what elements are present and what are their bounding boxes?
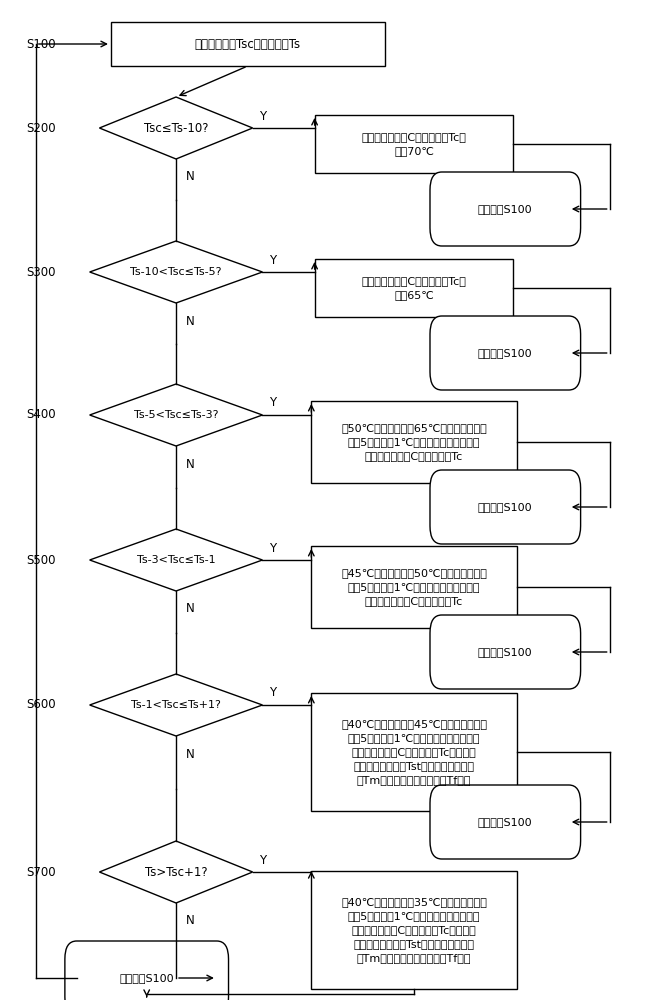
Text: S400: S400 — [26, 408, 55, 422]
Polygon shape — [90, 241, 262, 303]
Text: Ts-5<Tsc≤Ts-3?: Ts-5<Tsc≤Ts-3? — [134, 410, 218, 420]
Polygon shape — [100, 841, 253, 903]
Text: Y: Y — [259, 109, 266, 122]
Polygon shape — [90, 674, 262, 736]
Text: Y: Y — [259, 854, 266, 866]
FancyBboxPatch shape — [65, 941, 229, 1000]
Text: S100: S100 — [26, 37, 55, 50]
FancyBboxPatch shape — [315, 259, 514, 317]
FancyBboxPatch shape — [430, 316, 580, 390]
Text: Y: Y — [269, 253, 276, 266]
Text: 以50℃为基础值，以65℃为升温上限，按
照每5分钟提高1℃的升温速度，逐步调高
三通恒温阀出口C的控制温度Tc: 以50℃为基础值，以65℃为升温上限，按 照每5分钟提高1℃的升温速度，逐步调高… — [341, 423, 487, 461]
FancyBboxPatch shape — [430, 785, 580, 859]
Text: Ts-10<Tsc≤Ts-5?: Ts-10<Tsc≤Ts-5? — [130, 267, 222, 277]
Text: N: N — [186, 747, 194, 760]
Text: 三通恒温阀出口C的控制温度Tc调
整为65℃: 三通恒温阀出口C的控制温度Tc调 整为65℃ — [362, 276, 466, 300]
Text: 返回步骤S100: 返回步骤S100 — [478, 817, 533, 827]
Text: N: N — [186, 170, 194, 184]
FancyBboxPatch shape — [430, 615, 580, 689]
Text: 以40℃为基础值，以45℃为升温上限，按
照每5分钟提高1℃的升温速度，逐步调高
三通恒温阀出口C的控制温度Tc；同步调
整压缩机停机温度Tst，使中温容积器水: 以40℃为基础值，以45℃为升温上限，按 照每5分钟提高1℃的升温速度，逐步调高… — [341, 719, 487, 785]
Text: N: N — [186, 315, 194, 328]
Text: 以40℃为基础值，以35℃为控温下限，按
照每5分钟降低1℃的降温速度，逐步调低
三通恒温阀出口C的控制温度Tc；同步调
整压缩机停机温度Tst，使中温容积器水: 以40℃为基础值，以35℃为控温下限，按 照每5分钟降低1℃的降温速度，逐步调低… — [341, 897, 487, 963]
Text: Ts>Tsc+1?: Ts>Tsc+1? — [145, 865, 207, 879]
Polygon shape — [90, 384, 262, 446]
Text: S200: S200 — [26, 121, 55, 134]
Text: 返回步骤S100: 返回步骤S100 — [119, 973, 174, 983]
Text: 返回步骤S100: 返回步骤S100 — [478, 647, 533, 657]
Text: Y: Y — [269, 542, 276, 554]
Text: N: N — [186, 458, 194, 471]
Text: 三通恒温阀出口C的控制温度Tc调
整为70℃: 三通恒温阀出口C的控制温度Tc调 整为70℃ — [362, 132, 466, 156]
Text: 以45℃为基础值，以50℃为升温上限，按
照每5分钟提高1℃的升温速度，逐步调高
三通恒温阀出口C的控制温度Tc: 以45℃为基础值，以50℃为升温上限，按 照每5分钟提高1℃的升温速度，逐步调高… — [341, 568, 487, 606]
Text: Ts-1<Tsc≤Ts+1?: Ts-1<Tsc≤Ts+1? — [131, 700, 221, 710]
Text: N: N — [186, 602, 194, 615]
Text: Ts-3<Tsc≤Ts-1: Ts-3<Tsc≤Ts-1 — [137, 555, 215, 565]
Text: 返回步骤S100: 返回步骤S100 — [478, 204, 533, 214]
Text: S600: S600 — [26, 698, 55, 712]
Text: Y: Y — [269, 396, 276, 410]
Polygon shape — [100, 97, 253, 159]
FancyBboxPatch shape — [312, 693, 517, 811]
Text: N: N — [186, 914, 194, 928]
Text: 返回步骤S100: 返回步骤S100 — [478, 348, 533, 358]
FancyBboxPatch shape — [312, 401, 517, 483]
FancyBboxPatch shape — [430, 470, 580, 544]
Text: Y: Y — [269, 686, 276, 700]
Text: 返回步骤S100: 返回步骤S100 — [478, 502, 533, 512]
FancyBboxPatch shape — [430, 172, 580, 246]
FancyBboxPatch shape — [111, 22, 385, 66]
FancyBboxPatch shape — [312, 871, 517, 989]
Text: S300: S300 — [26, 265, 55, 278]
FancyBboxPatch shape — [312, 546, 517, 628]
Text: 获取室内温度Tsc和设定温度Ts: 获取室内温度Tsc和设定温度Ts — [195, 37, 301, 50]
Text: S500: S500 — [26, 554, 55, 566]
Text: Tsc≤Ts-10?: Tsc≤Ts-10? — [144, 121, 208, 134]
Text: S700: S700 — [26, 865, 55, 879]
FancyBboxPatch shape — [315, 115, 514, 173]
Polygon shape — [90, 529, 262, 591]
